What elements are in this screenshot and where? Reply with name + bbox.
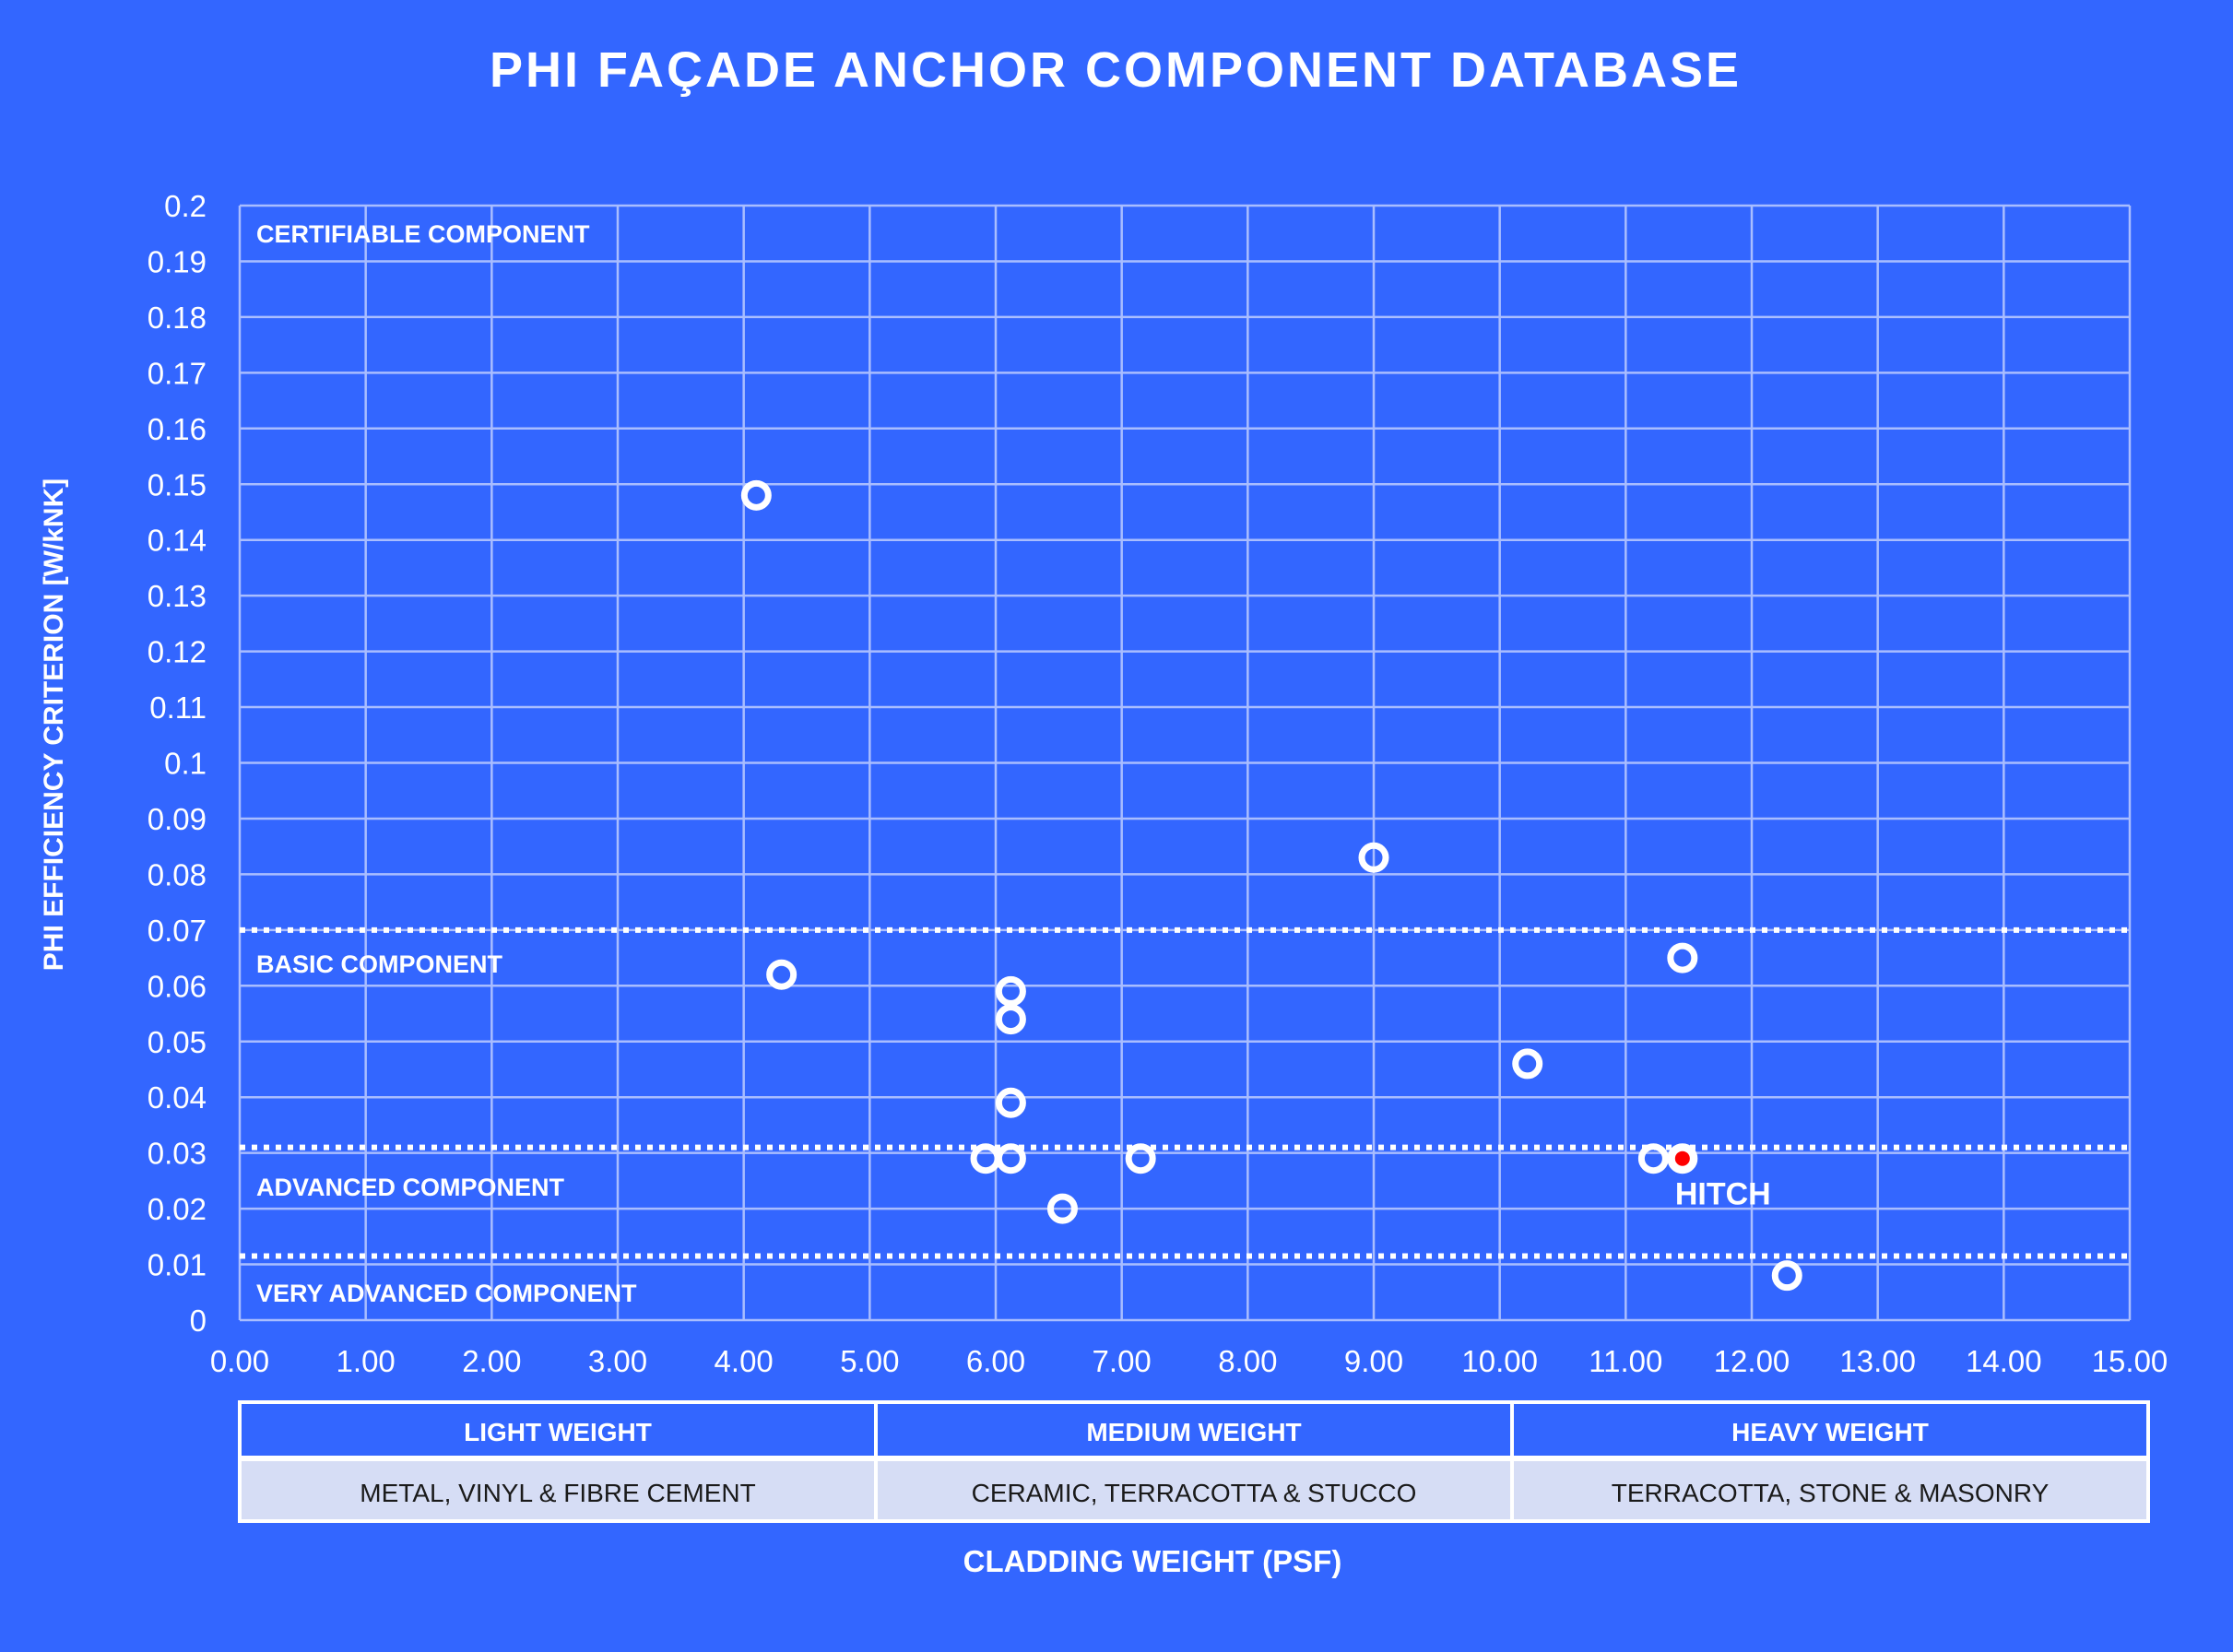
x-tick-label: 10.00 [1461, 1344, 1538, 1378]
data-point [1637, 1143, 1669, 1174]
weight-class-materials: METAL, VINYL & FIBRE CEMENT [360, 1479, 755, 1507]
y-tick-label: 0.09 [148, 802, 207, 836]
x-tick-label: 3.00 [588, 1344, 647, 1378]
y-tick-label: 0.11 [149, 690, 207, 725]
y-tick-label: 0.19 [148, 244, 207, 278]
x-tick-label: 2.00 [462, 1344, 521, 1378]
y-tick-label: 0.15 [148, 467, 207, 502]
weight-class-title: LIGHT WEIGHT [464, 1418, 652, 1446]
x-axis-label: CLADDING WEIGHT (PSF) [963, 1544, 1342, 1578]
y-tick-label: 0.08 [148, 857, 207, 891]
weight-class-materials: TERRACOTTA, STONE & MASONRY [1612, 1479, 2050, 1507]
x-tick-label: 6.00 [966, 1344, 1025, 1378]
y-tick-label: 0.16 [148, 412, 207, 446]
highlight-point-group: HITCH [1667, 1143, 1771, 1212]
zone-label: BASIC COMPONENT [256, 950, 503, 978]
x-tick-label: 0.00 [210, 1344, 269, 1378]
y-tick-label: 0.05 [148, 1025, 207, 1059]
y-tick-label: 0.06 [148, 969, 207, 1003]
x-tick-label: 1.00 [337, 1344, 396, 1378]
data-point [1771, 1260, 1802, 1292]
data-point [995, 1143, 1026, 1174]
x-tick-label: 7.00 [1093, 1344, 1152, 1378]
y-tick-label: 0.07 [148, 914, 207, 948]
y-tick-label: 0.2 [164, 189, 207, 223]
x-tick-label: 14.00 [1966, 1344, 2042, 1378]
highlight-label: HITCH [1675, 1177, 1771, 1212]
data-point [995, 975, 1026, 1007]
weight-table-header-row [238, 1400, 2150, 1460]
y-tick-label: 0.14 [148, 524, 207, 558]
y-tick-label: 0.03 [148, 1137, 207, 1171]
zone-label: CERTIFIABLE COMPONENT [256, 220, 590, 248]
data-point [1667, 942, 1698, 974]
y-tick-label: 0.17 [148, 356, 207, 390]
x-tick-label: 13.00 [1839, 1344, 1916, 1378]
y-tick-label: 0.02 [148, 1192, 207, 1226]
x-tick-label: 11.00 [1589, 1344, 1662, 1378]
y-axis-label: PHI EFFICIENCY CRITERION [W/kNK] [39, 478, 69, 971]
x-tick-label: 9.00 [1344, 1344, 1403, 1378]
y-tick-label: 0.18 [148, 301, 207, 335]
data-point [995, 1087, 1026, 1118]
zone-label: VERY ADVANCED COMPONENT [256, 1280, 637, 1307]
y-tick-label: 0.1 [164, 747, 207, 781]
weight-class-table: LIGHT WEIGHT METAL, VINYL & FIBRE CEMENT M… [238, 1400, 2150, 1523]
data-point [1512, 1048, 1543, 1080]
x-tick-label: 15.00 [2092, 1344, 2168, 1378]
weight-class-materials: CERAMIC, TERRACOTTA & STUCCO [972, 1479, 1417, 1507]
weight-class-title: MEDIUM WEIGHT [1086, 1418, 1301, 1446]
x-tick-label: 8.00 [1218, 1344, 1277, 1378]
zone-labels: CERTIFIABLE COMPONENT BASIC COMPONENT ADVA… [256, 220, 637, 1307]
y-tick-label: 0.13 [148, 579, 207, 613]
data-points [740, 479, 1802, 1292]
weight-class-title: HEAVY WEIGHT [1731, 1418, 1929, 1446]
grid [238, 204, 2132, 1322]
x-tick-label: 4.00 [715, 1344, 774, 1378]
y-axis-ticks: 0 0.01 0.02 0.03 0.04 0.05 0.06 0.07 0.08 0.09 0.1… [148, 189, 207, 1338]
y-tick-label: 0.12 [148, 635, 207, 669]
highlight-point [1674, 1150, 1690, 1166]
data-point [766, 959, 798, 990]
data-point [995, 1004, 1026, 1035]
data-point [1125, 1143, 1156, 1174]
chart-title: PHI FAÇADE ANCHOR COMPONENT DATABASE [490, 42, 1742, 98]
data-point [1046, 1193, 1078, 1224]
x-axis-ticks: 0.00 1.00 2.00 3.00 4.00 5.00 6.00 7.00 8.00 9.00… [210, 1344, 2168, 1378]
y-tick-label: 0.01 [148, 1248, 207, 1282]
data-point [740, 479, 772, 511]
y-tick-label: 0.04 [148, 1080, 207, 1115]
x-tick-label: 12.00 [1714, 1344, 1790, 1378]
data-point [1358, 842, 1389, 873]
y-tick-label: 0 [190, 1304, 207, 1338]
x-tick-label: 5.00 [840, 1344, 899, 1378]
zone-label: ADVANCED COMPONENT [256, 1174, 565, 1201]
threshold-lines [240, 926, 2128, 1259]
